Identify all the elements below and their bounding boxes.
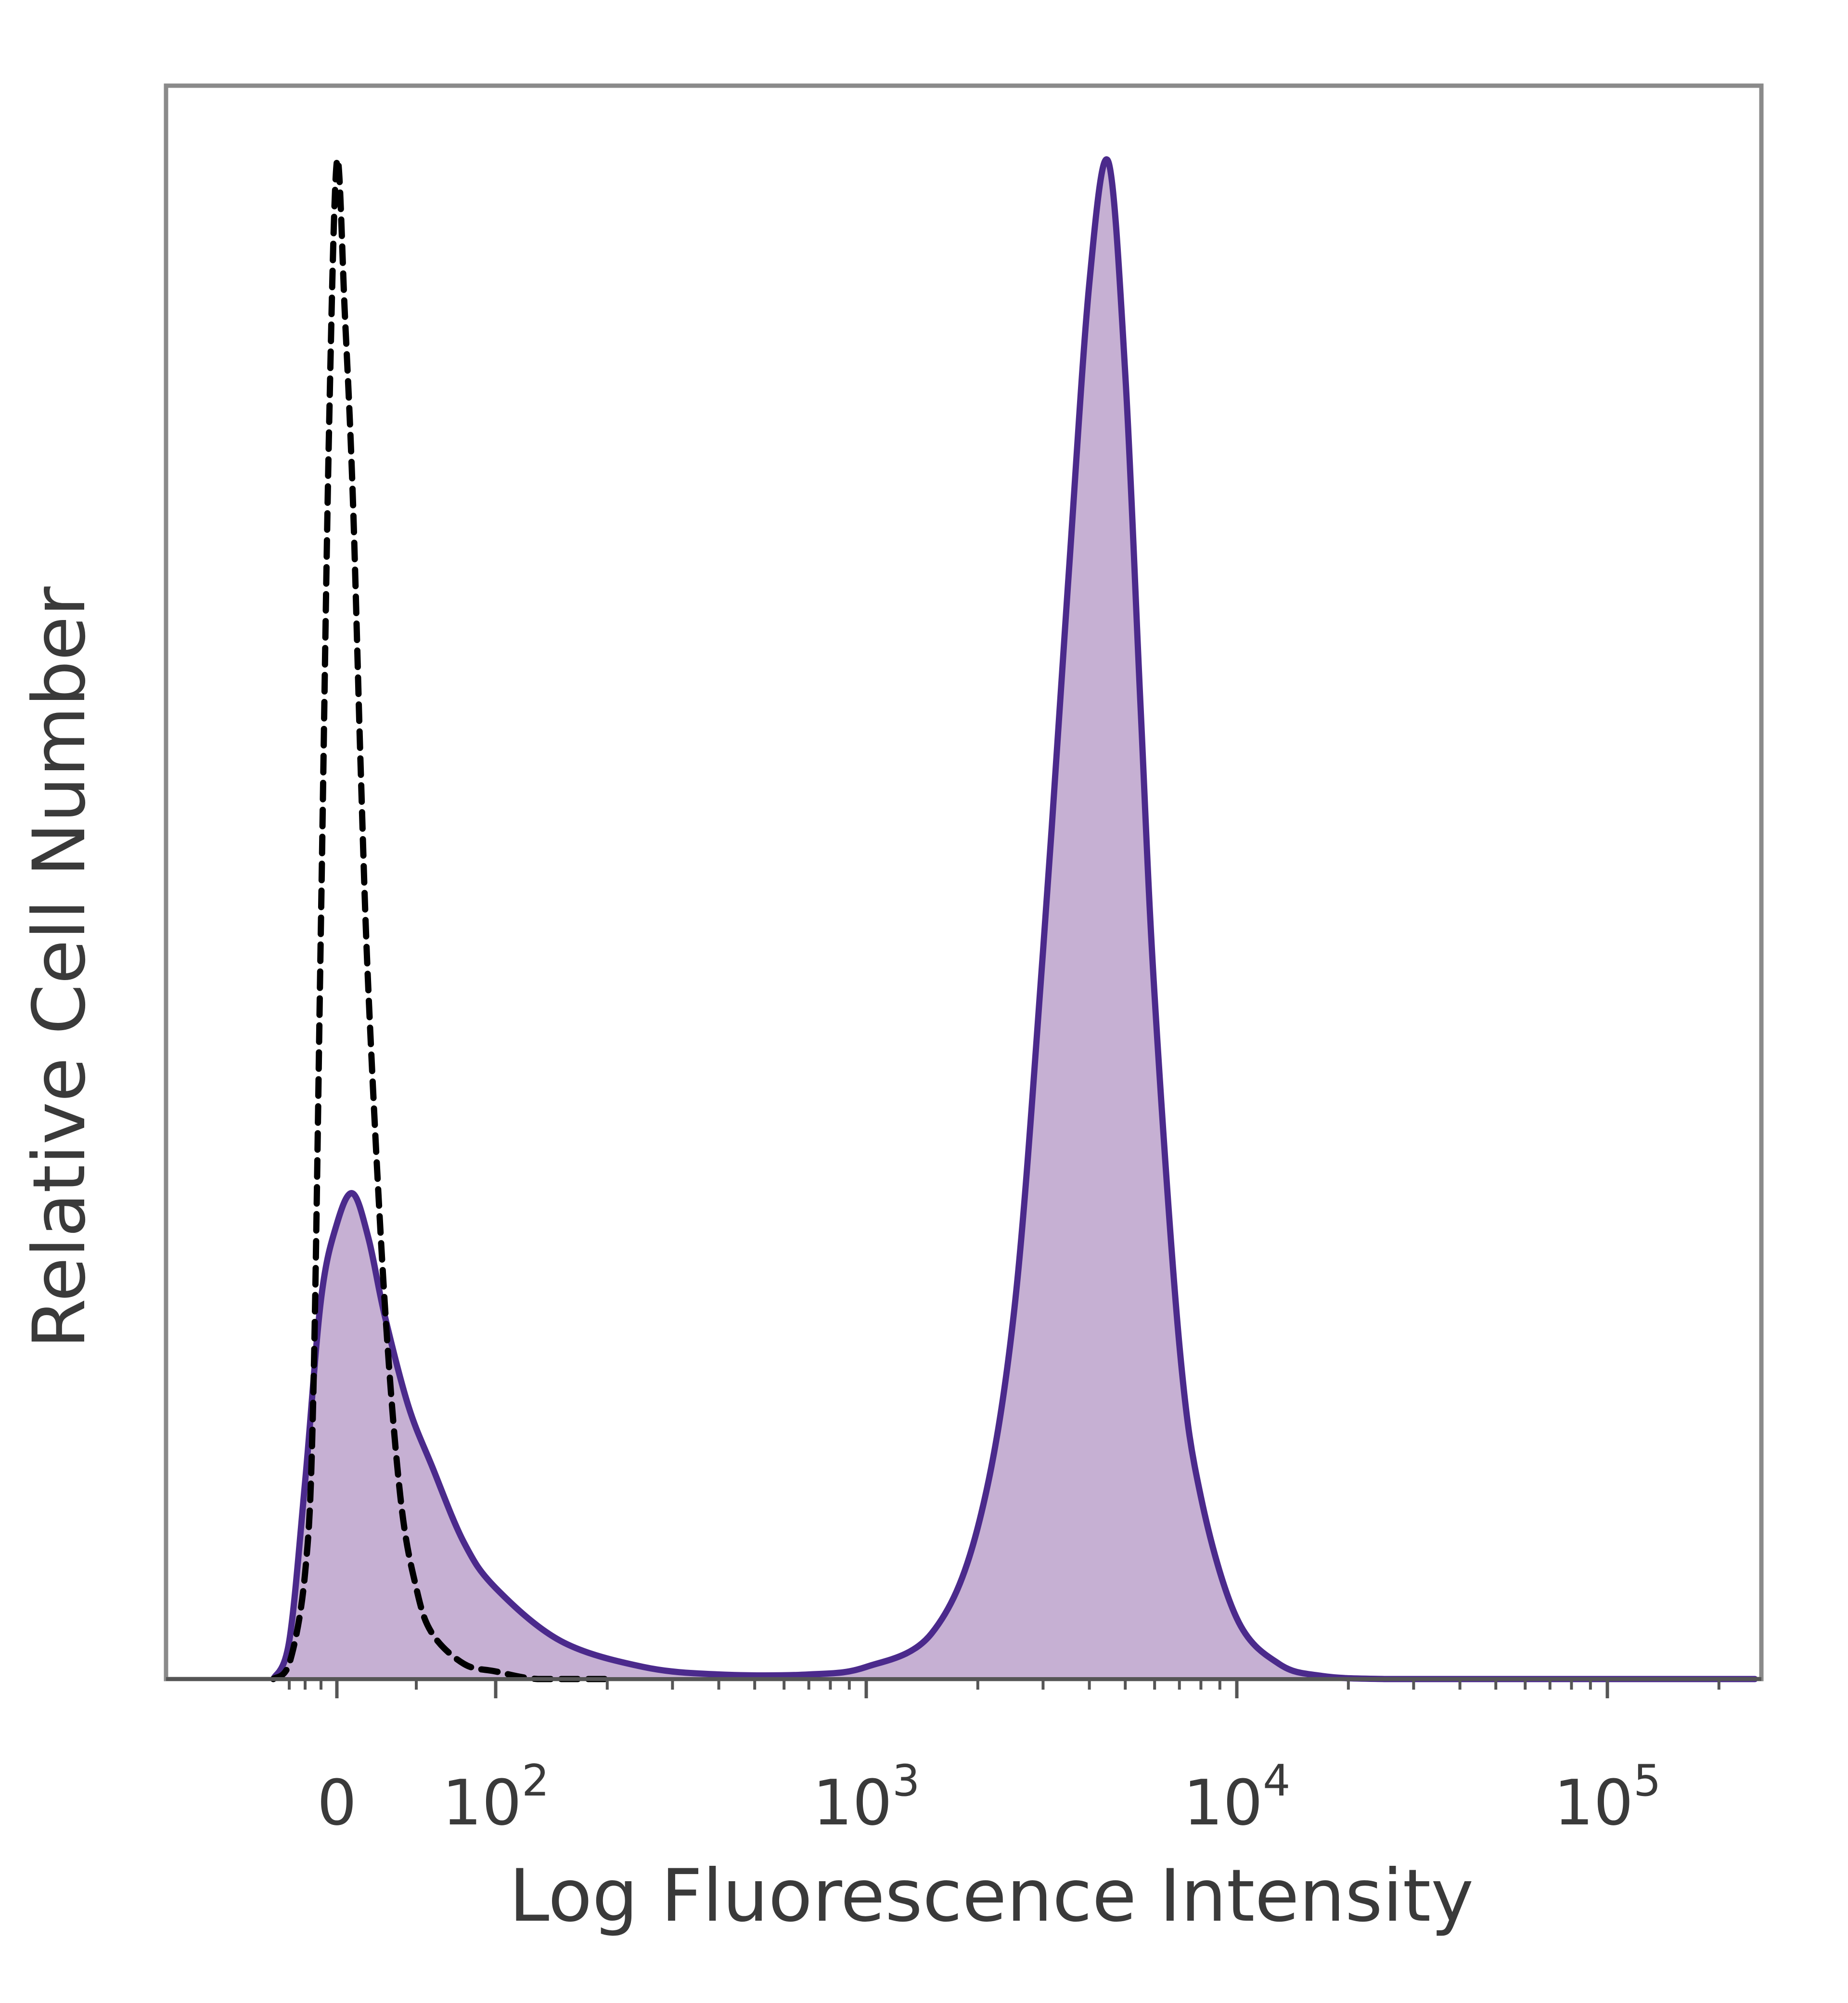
- series-0-dashed-line: [270, 156, 611, 1682]
- x-tick-label-exponent: 5: [1633, 1756, 1661, 1806]
- x-tick-label-base: 0: [317, 1766, 357, 1839]
- y-axis-title: Relative Cell Number: [18, 586, 102, 1349]
- x-tick-label-base: 10: [1183, 1766, 1263, 1839]
- x-tick-label: 104: [1183, 1756, 1291, 1839]
- x-tick-label-base: 10: [813, 1766, 892, 1839]
- x-tick-label-base: 10: [1554, 1766, 1633, 1839]
- plot-frame: [164, 83, 1764, 1681]
- series-1-area: [273, 159, 1755, 1679]
- series-layer: [270, 156, 1758, 1682]
- x-tick-label: 103: [813, 1756, 920, 1839]
- x-tick-label: 102: [442, 1756, 550, 1839]
- series-1-line: [270, 156, 1758, 1682]
- x-tick-layer: 0 102 103 104 105: [288, 1679, 1720, 1839]
- x-tick-label-exponent: 4: [1263, 1756, 1290, 1806]
- x-tick-label: 0: [317, 1766, 357, 1839]
- x-tick-label-exponent: 2: [522, 1756, 549, 1806]
- x-tick-label-base: 10: [442, 1766, 522, 1839]
- x-tick-label-exponent: 3: [892, 1756, 920, 1806]
- x-tick-label: 105: [1554, 1756, 1661, 1839]
- x-axis-title: Log Fluorescence Intensity: [509, 1854, 1474, 1938]
